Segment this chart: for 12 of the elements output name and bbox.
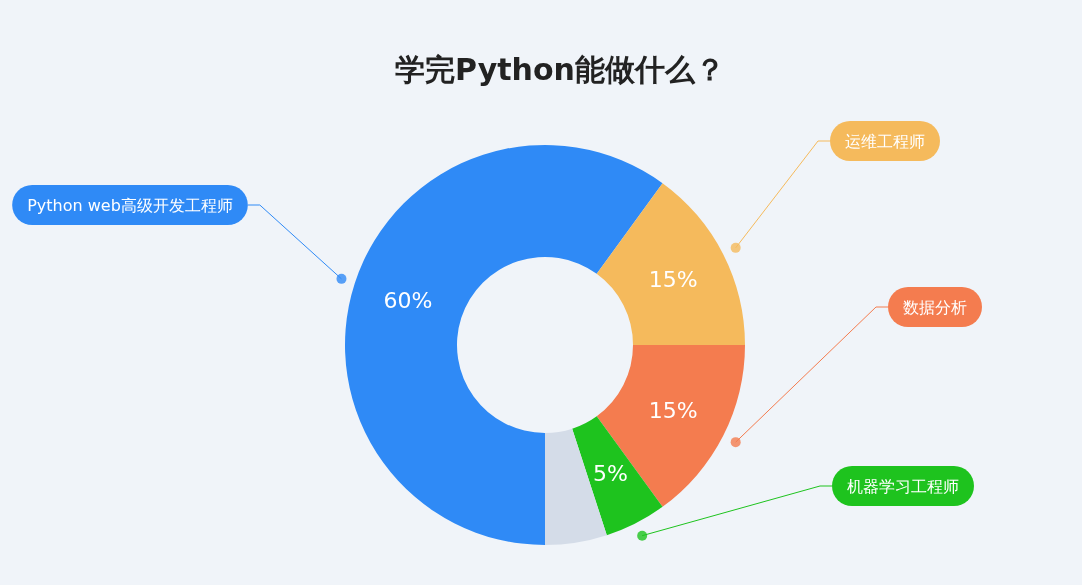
donut-slice <box>596 183 745 345</box>
data-label: 15% <box>648 267 698 293</box>
slice-label: 数据分析 <box>903 297 967 317</box>
data-label: 60% <box>383 288 433 314</box>
chart-title: 学完Python能做什么？ <box>395 52 725 87</box>
slice-label: 运维工程师 <box>845 131 925 151</box>
slice-label: 机器学习工程师 <box>847 476 959 496</box>
data-label: 5% <box>592 461 628 486</box>
donut-slice <box>572 416 663 536</box>
data-label: 15% <box>648 398 698 424</box>
slice-label: Python web高级开发工程师 <box>27 195 233 215</box>
donut-slice <box>596 345 745 507</box>
